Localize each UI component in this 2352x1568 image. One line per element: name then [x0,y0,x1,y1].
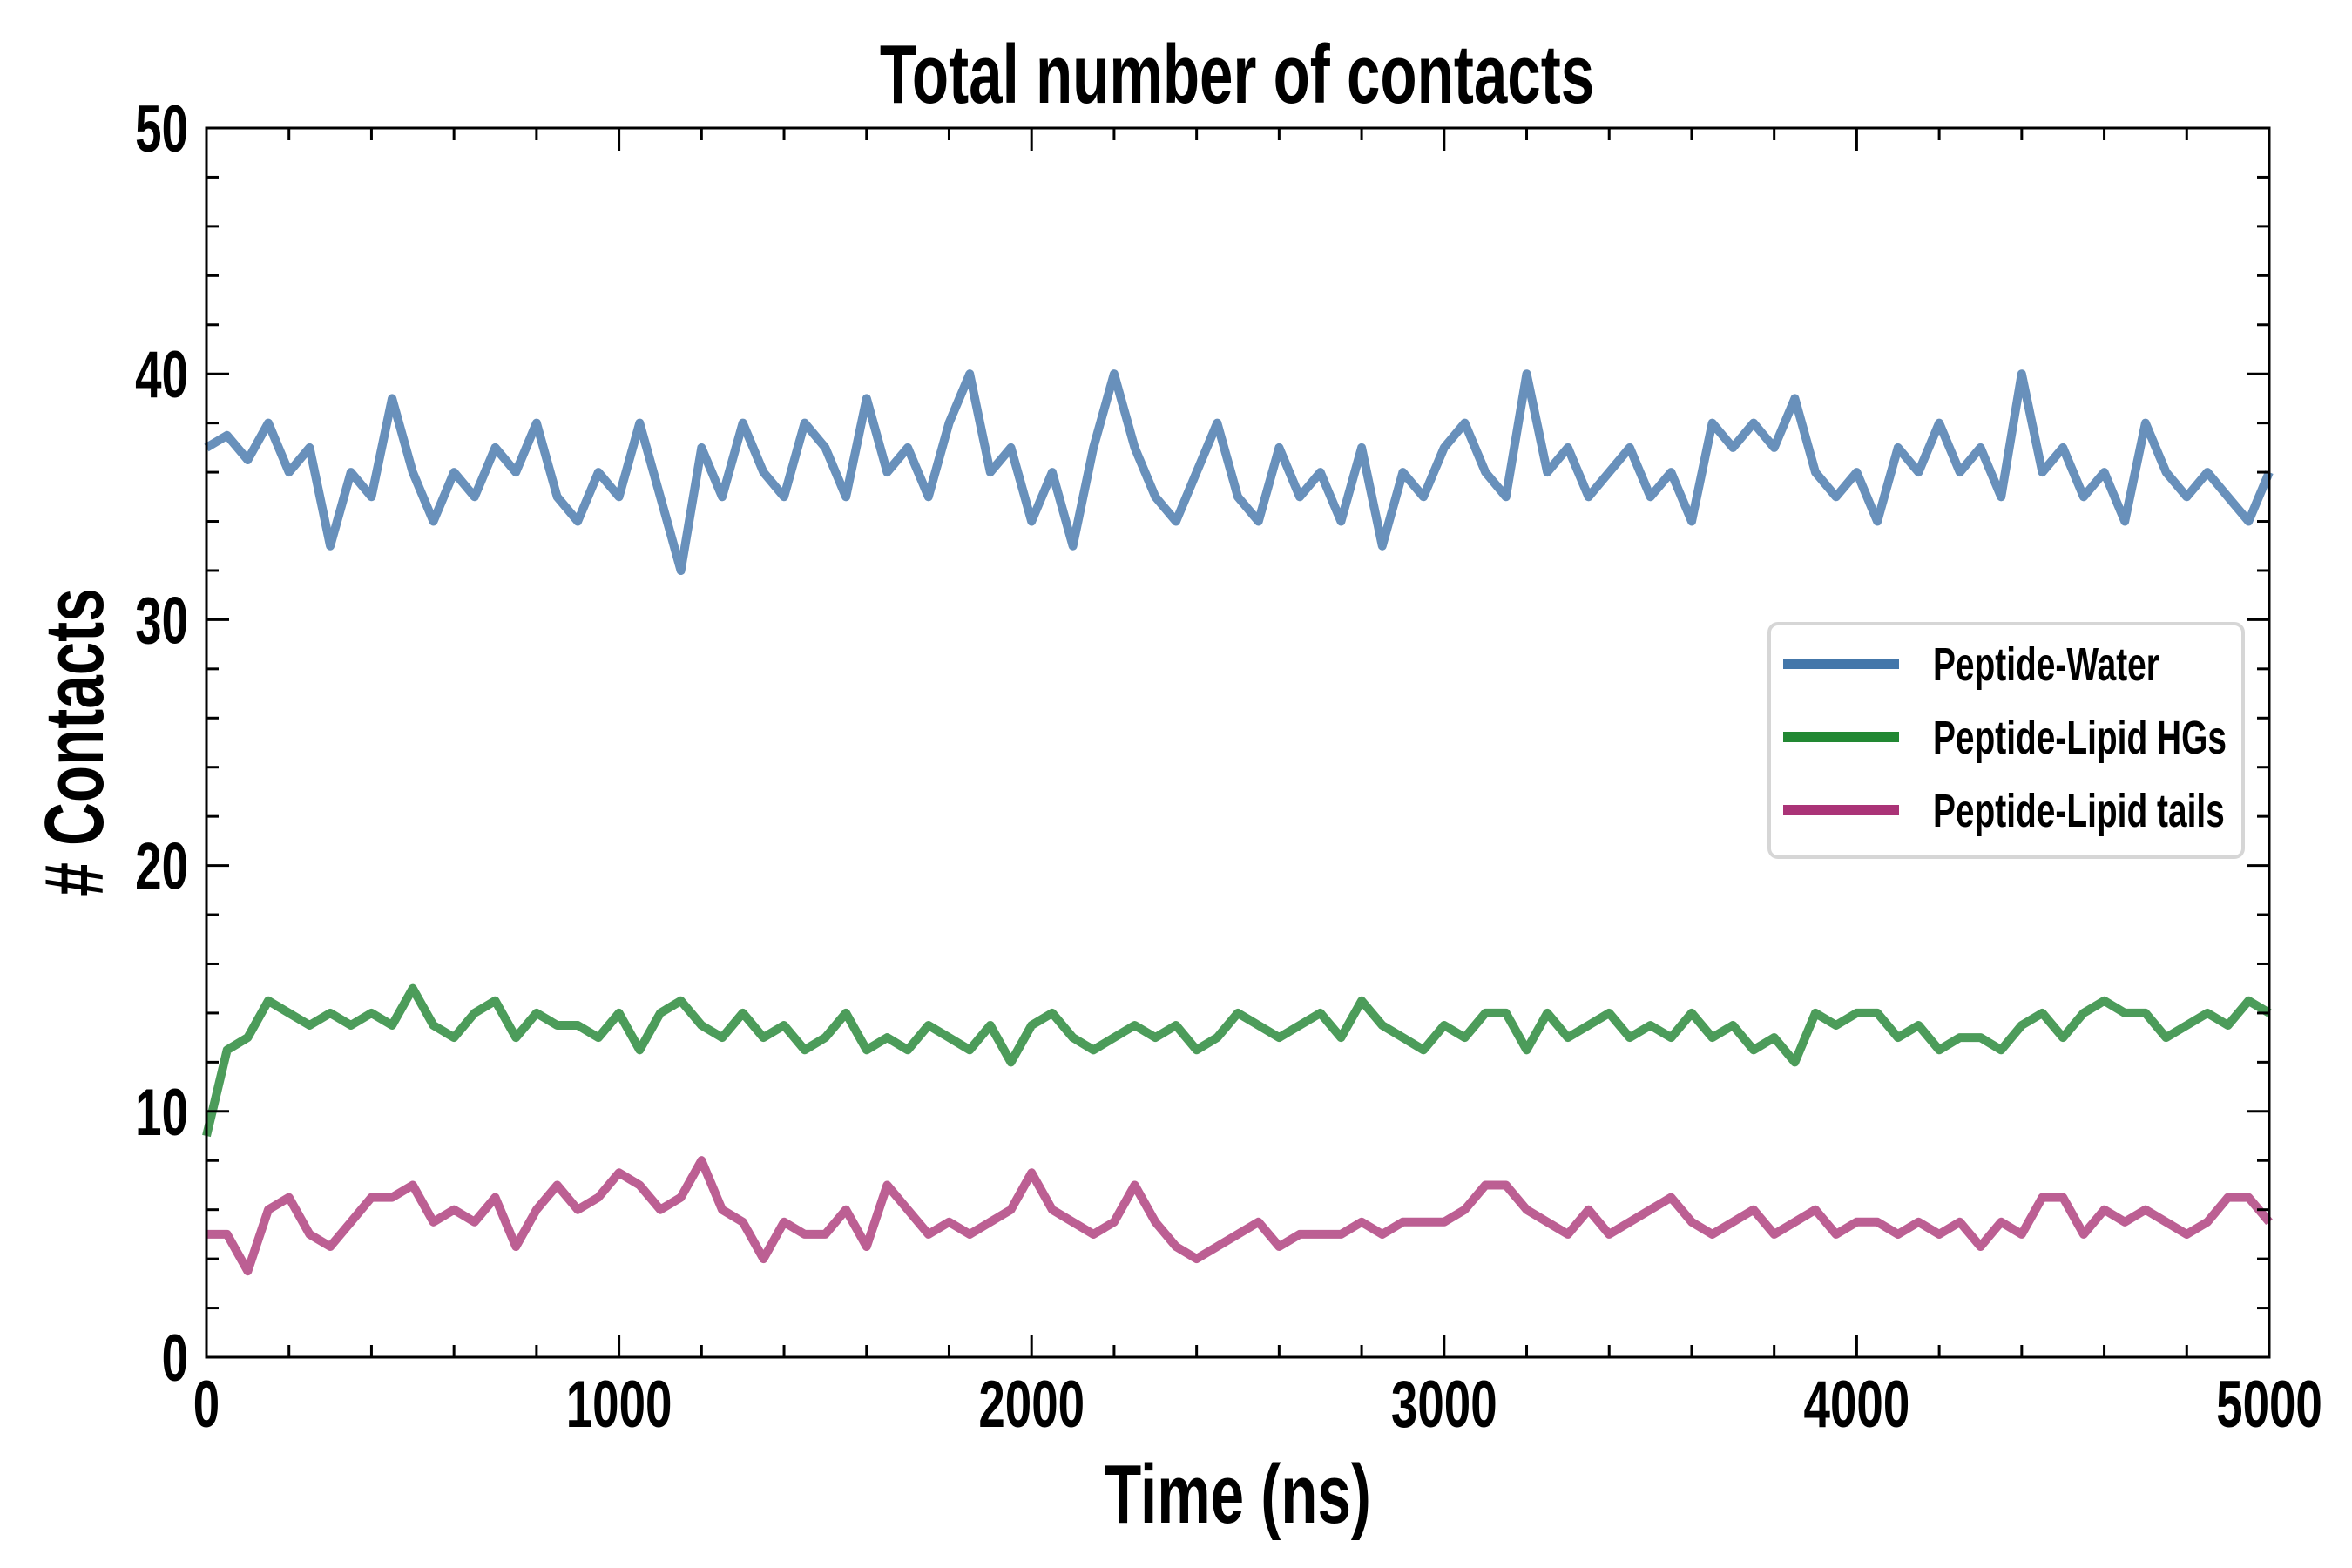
y-tick-label: 10 [135,1076,188,1150]
series-line-peptide-lipid-hgs [202,983,2272,1138]
y-tick-label: 0 [162,1321,188,1396]
series-line-peptide-lipid-tails [206,1156,2273,1276]
y-tick-label: 20 [135,830,188,904]
y-axis-label: # Contacts [27,588,121,896]
legend-label: Peptide-Lipid tails [1933,784,2225,837]
legend-box [1767,622,2245,859]
series-line-peptide-water [204,369,2274,575]
series-layer [202,369,2274,1276]
x-tick-label: 3000 [1391,1368,1497,1442]
x-axis-label: Time (ns) [1105,1447,1371,1541]
y-tick-label: 40 [135,338,188,412]
legend-label: Peptide-Lipid HGs [1933,711,2227,764]
x-tick-label: 0 [193,1368,220,1442]
y-tick-label: 50 [135,92,188,166]
chart-title: Total number of contacts [880,27,1594,121]
ticks-layer: 0 1000 2000 3000 4000 5000 0 10 20 30 40 50 [135,92,2322,1442]
x-tick-label: 1000 [566,1368,672,1442]
plot-frame [205,126,2271,1359]
legend: Peptide-Water Peptide-Lipid HGs Peptide-Li… [1767,622,2245,859]
y-tick-label: 30 [135,585,188,659]
x-tick-label: 2000 [978,1368,1085,1442]
x-tick-label: 4000 [1804,1368,1910,1442]
x-tick-label: 5000 [2216,1368,2322,1442]
legend-label: Peptide-Water [1933,638,2159,691]
